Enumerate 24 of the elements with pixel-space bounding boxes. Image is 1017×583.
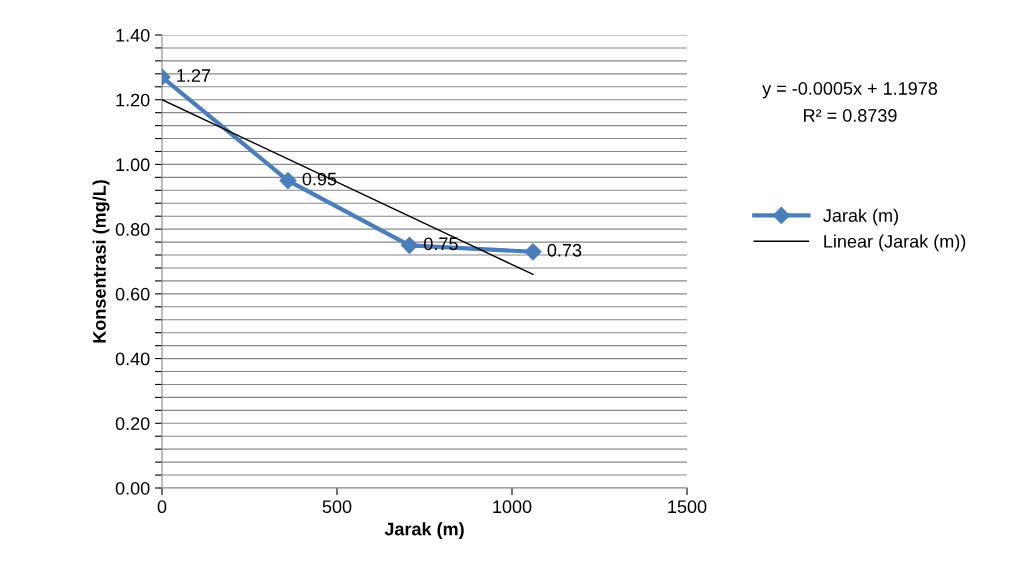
x-tick-label: 1500	[668, 500, 707, 514]
legend-label: Jarak (m)	[823, 208, 898, 226]
data-label: 0.73	[547, 243, 582, 257]
x-tick-label: 1000	[493, 500, 532, 514]
y-tick-label: 0.60	[115, 287, 150, 301]
y-tick-label: 1.40	[116, 28, 150, 42]
y-axis-title: Konsentrasi (mg/L)	[92, 180, 110, 343]
data-label: 0.75	[424, 237, 458, 251]
point	[400, 236, 419, 254]
data-label: 1.27	[177, 69, 211, 82]
point	[279, 172, 297, 190]
y-tick-label: 1.00	[116, 158, 150, 172]
x-tick-label: 500	[322, 500, 352, 514]
point	[524, 243, 542, 261]
x-tick-label: 0	[157, 500, 167, 514]
text: R² = 0.8739	[804, 109, 897, 122]
y-tick-label: 1.20	[116, 93, 150, 107]
y-tick-label: 0.00	[115, 481, 150, 495]
x-axis-title: Jarak (m)	[384, 522, 464, 540]
y-tick-label: 0.20	[115, 417, 150, 431]
y-tick-label: 0.40	[115, 352, 150, 366]
legend-label: Linear (Jarak (m))	[824, 234, 966, 252]
y-tick-label: 0.80	[115, 223, 150, 236]
text: y = -0.0005x + 1.1978	[762, 82, 938, 99]
